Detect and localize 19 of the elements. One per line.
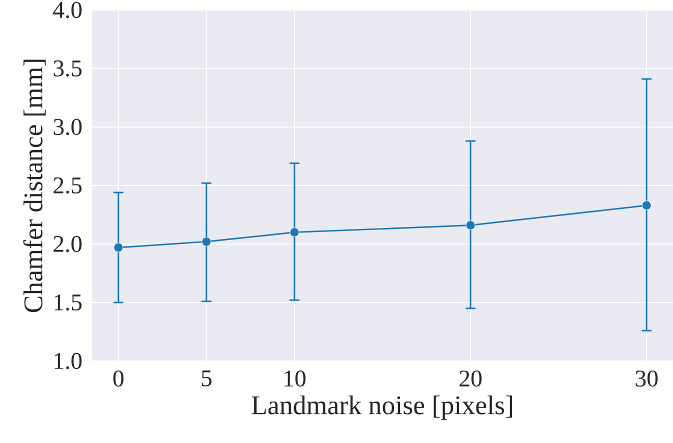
y-tick-label: 4.0: [53, 2, 82, 18]
y-tick-label: 3.5: [54, 60, 82, 77]
x-axis-title: Landmark noise [pixels]: [252, 395, 512, 420]
x-tick-label: 10: [284, 370, 306, 387]
y-axis-title: Chamfer distance [mm]: [23, 60, 46, 312]
y-tick-label: 2.5: [54, 177, 82, 194]
point: [466, 220, 476, 230]
y-tick-label: 2.0: [54, 236, 82, 252]
point: [114, 242, 124, 252]
x-tick-label: 20: [460, 370, 482, 387]
x-tick-label: 30: [636, 370, 658, 387]
x-tick-label: 5: [202, 370, 212, 386]
y-tick-label: 1.0: [54, 352, 82, 370]
point: [642, 200, 652, 210]
y-tick-label: 3.0: [54, 118, 82, 136]
point: [202, 236, 212, 246]
y-tick-label: 1.5: [54, 294, 82, 311]
x-tick-label: 0: [113, 370, 124, 387]
point: [290, 228, 300, 238]
